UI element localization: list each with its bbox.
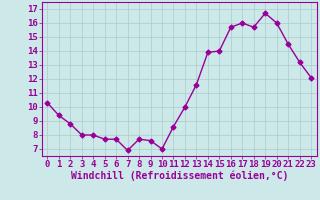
X-axis label: Windchill (Refroidissement éolien,°C): Windchill (Refroidissement éolien,°C): [70, 171, 288, 181]
